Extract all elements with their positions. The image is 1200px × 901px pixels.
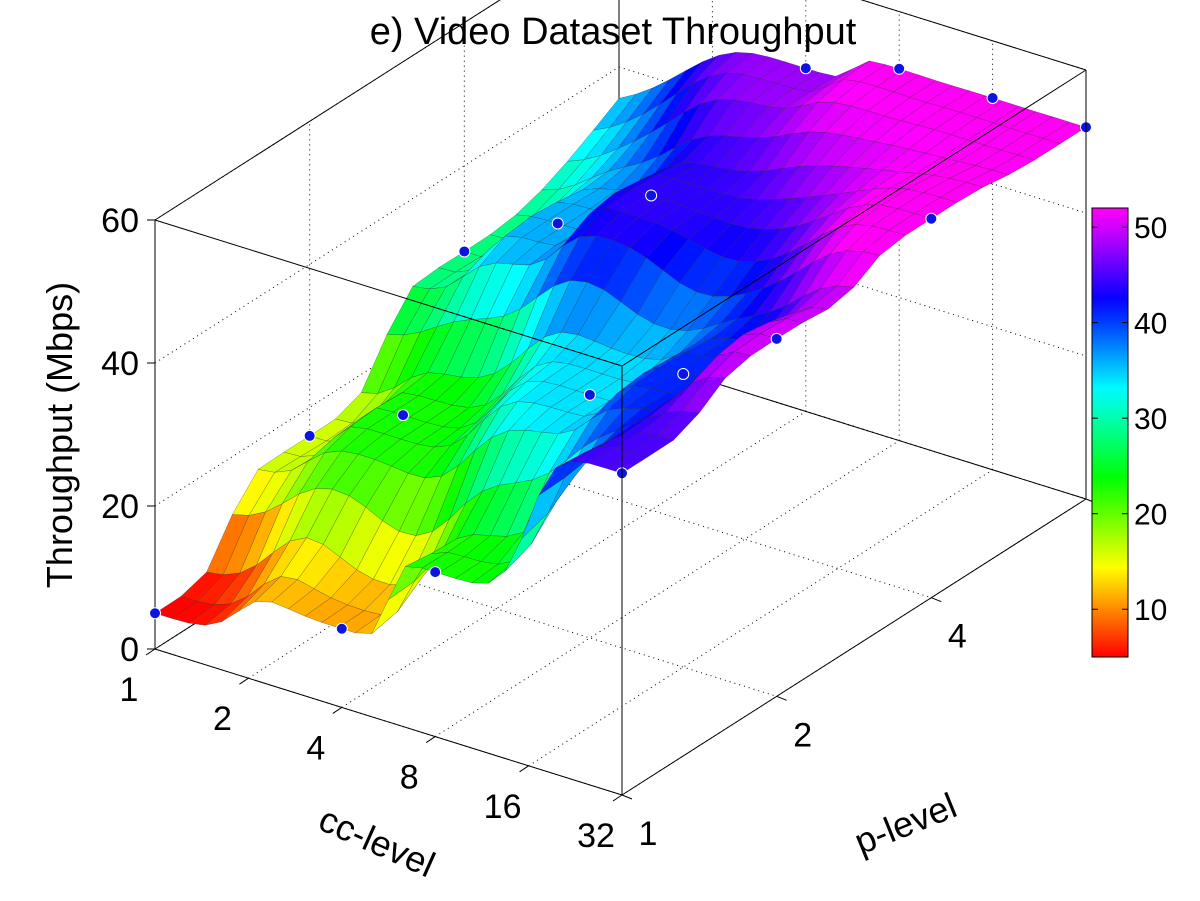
z-tick-labels: 0 20 40 60 [101, 202, 139, 669]
data-point [770, 332, 783, 345]
y-axis-label: p-level [848, 785, 962, 863]
cc-tick [612, 794, 623, 802]
colorbar-tick-labels: 10 20 30 40 50 [1092, 212, 1167, 627]
colorbar-tick-label: 10 [1134, 594, 1167, 627]
z-tick-label: 40 [101, 345, 139, 383]
cc-tick [332, 706, 343, 714]
colorbar-tick-label: 40 [1134, 308, 1167, 341]
data-point [893, 62, 906, 75]
colorbar [1091, 207, 1129, 658]
colorbar-tick-label: 20 [1134, 499, 1167, 532]
data-point [677, 367, 690, 380]
p-tick-label: 1 [639, 815, 658, 853]
box-edge [860, 0, 1087, 71]
cc-gridline [434, 440, 900, 738]
p-tick-label: 2 [793, 716, 812, 754]
data-point [583, 388, 596, 401]
measured-points [149, 62, 1092, 635]
z-tick-label: 0 [120, 631, 139, 669]
p-tick [621, 794, 633, 800]
z-gridline [154, 0, 501, 221]
cc-tick-label: 1 [120, 671, 139, 709]
data-point [458, 245, 471, 258]
cc-tick [145, 648, 156, 656]
data-point [925, 212, 938, 225]
cc-tick [425, 736, 436, 744]
p-tick [776, 695, 787, 701]
p-tick [931, 597, 942, 603]
surface-mesh [154, 52, 1087, 634]
cc-tick-label: 2 [213, 700, 232, 738]
z-gridline [154, 66, 620, 364]
colorbar-tick-label: 50 [1134, 212, 1167, 245]
front-axes [145, 69, 1097, 802]
data-point [551, 217, 564, 230]
colorbar-tick-label: 30 [1134, 403, 1167, 436]
cc-tick-label: 8 [400, 759, 419, 797]
box-edge [621, 69, 1087, 367]
z-axis-label: Throughput (Mbps) [39, 282, 80, 588]
data-point [397, 409, 410, 422]
chart-title: e) Video Dataset Throughput [370, 11, 857, 53]
data-point [986, 92, 999, 104]
z-tick-label: 20 [101, 488, 139, 526]
x-axis-label: cc-level [313, 798, 441, 885]
data-point [149, 607, 161, 620]
cc-gridline [528, 469, 993, 767]
cc-tick [519, 765, 529, 773]
z-tick-label: 60 [101, 202, 139, 240]
data-point [645, 189, 658, 202]
cc-tick-label: 32 [577, 817, 615, 855]
data-point [429, 566, 442, 579]
cc-tick-label: 16 [484, 788, 522, 826]
data-point [799, 62, 812, 75]
cc-tick-labels: 1 2 4 8 16 32 [120, 671, 615, 855]
cc-tick [239, 677, 249, 685]
cc-gridline [341, 410, 807, 708]
box-edge [154, 219, 623, 367]
p-tick-label: 4 [948, 618, 967, 656]
data-point [335, 622, 348, 635]
data-point [303, 429, 316, 442]
cc-axis-line [154, 648, 623, 796]
p-axis-line [621, 498, 1087, 796]
cc-tick-label: 4 [306, 729, 325, 767]
